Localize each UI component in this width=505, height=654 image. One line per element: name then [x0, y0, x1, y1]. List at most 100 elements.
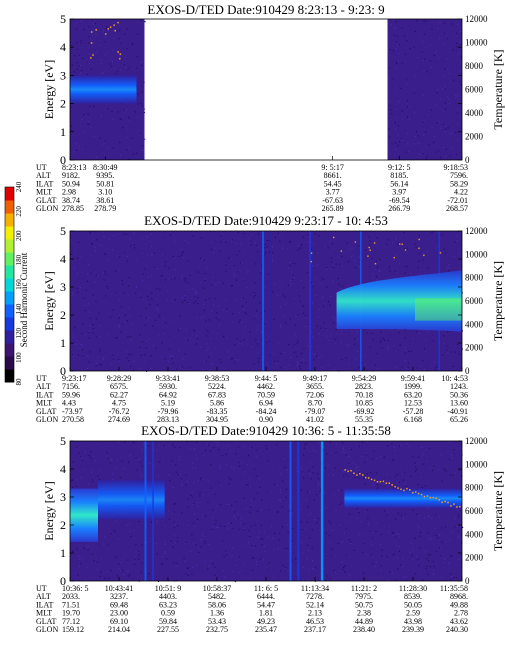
y-tick-label: 4	[60, 462, 66, 476]
y2-tick-label: 6000	[465, 85, 484, 95]
colorbar-swatch	[5, 343, 14, 357]
annotation-value: 38.61	[96, 196, 114, 205]
annotation-value: 50.94	[62, 179, 80, 188]
annotation-value: 4462.	[257, 382, 275, 391]
annotation-value: 9395.	[96, 171, 114, 180]
spectrogram-streak	[320, 441, 324, 581]
annotation-value: 10.85	[355, 399, 373, 408]
y-tick-label: 4	[60, 40, 66, 54]
colorbar-swatch	[5, 278, 14, 292]
annotation-value: 69.48	[110, 600, 128, 609]
annotation-value: 52.14	[306, 600, 324, 609]
annotation-value: 63.23	[159, 600, 177, 609]
annotation-value: 2033.	[62, 592, 80, 601]
panel-3: EXOS-D/TED Date:910429 10:36: 5 - 11:35:…	[36, 423, 505, 634]
annotation-value: 9182.	[62, 171, 80, 180]
colorbar-tick-label: 220	[15, 206, 23, 217]
annotation-value: 2.78	[454, 609, 468, 618]
y2-tick-label: 4000	[465, 529, 484, 539]
annotation-row-name: MLT	[36, 188, 52, 197]
annotation-value: 8968.	[450, 592, 468, 601]
annotation-value: 8539.	[404, 592, 422, 601]
y2-tick-label: 12000	[465, 226, 488, 236]
y2-tick-label: 8000	[465, 483, 484, 493]
annotation-value: 67.83	[208, 390, 226, 399]
y-axis-label: Energy [eV]	[42, 481, 56, 540]
y-tick-label: 3	[60, 68, 66, 82]
y2-axis-label: Temperature [K]	[491, 49, 505, 129]
annotation-value: 5.86	[210, 399, 224, 408]
annotation-value: 4403.	[159, 592, 177, 601]
annotation-value: 11:21: 2	[351, 584, 377, 593]
annotation-value: 304.95	[206, 415, 228, 424]
annotation-value: 11:28:30	[399, 584, 427, 593]
colorbar-swatch	[5, 317, 14, 331]
annotation-value: 4.75	[112, 399, 126, 408]
energy-band	[70, 75, 137, 104]
annotation-value: 69.10	[110, 617, 128, 626]
annotation-row-name: GLAT	[36, 407, 57, 416]
y2-tick-label: 2000	[465, 343, 484, 353]
annotation-value: 43.98	[404, 617, 422, 626]
annotation-value: 54.45	[324, 179, 342, 188]
y-tick-label: 0	[60, 364, 66, 378]
y-tick-label: 0	[60, 574, 66, 588]
annotation-value: 10: 4:53	[442, 374, 468, 383]
annotation-value: 59.96	[62, 390, 80, 399]
annotation-value: 3.77	[326, 188, 340, 197]
annotation-value: 50.75	[355, 600, 373, 609]
annotation-value: 9:49:17	[303, 374, 327, 383]
annotation-value: -40.91	[447, 407, 468, 416]
y2-tick-label: 12000	[465, 14, 488, 24]
annotation-value: 8661.	[324, 171, 342, 180]
annotation-value: 5930.	[159, 382, 177, 391]
annotation-value: 214.04	[108, 625, 130, 634]
annotation-value: 2823.	[355, 382, 373, 391]
annotation-value: 0.90	[259, 415, 273, 424]
annotation-value: 265.89	[322, 204, 344, 213]
colorbar-tick-label: 160	[15, 279, 23, 290]
annotation-value: 9:28:29	[107, 374, 131, 383]
annotation-row-name: GLAT	[36, 196, 57, 205]
annotation-row-name: ALT	[36, 382, 51, 391]
annotation-value: 239.39	[402, 625, 424, 634]
annotation-row-name: ALT	[36, 171, 51, 180]
colorbar-swatch	[5, 252, 14, 266]
y2-axis-label: Temperature [K]	[491, 261, 505, 341]
colorbar-swatch	[5, 226, 14, 240]
annotation-value: 0.59	[161, 609, 175, 618]
energy-band	[344, 488, 462, 509]
y2-tick-label: 0	[465, 576, 470, 586]
colorbar-tick-label: 100	[15, 352, 23, 363]
annotation-value: -72.01	[447, 196, 468, 205]
annotation-value: 2.38	[357, 609, 371, 618]
annotation-row-name: GLON	[36, 625, 58, 634]
colorbar-tick-label: 80	[15, 378, 23, 386]
y2-tick-label: 4000	[465, 108, 484, 118]
annotation-value: 64.92	[159, 390, 177, 399]
annotation-value: 55.35	[355, 415, 373, 424]
annotation-value: 12.53	[404, 399, 422, 408]
annotation-value: 38.74	[62, 196, 80, 205]
annotation-value: -69.54	[389, 196, 410, 205]
panel-frame	[69, 18, 463, 161]
y2-tick-label: 2000	[465, 132, 484, 142]
annotation-value: -73.97	[62, 407, 83, 416]
annotation-value: 19.70	[62, 609, 80, 618]
annotation-value: 235.47	[255, 625, 277, 634]
annotation-value: 2.59	[406, 609, 420, 618]
y-axis-label: Energy [eV]	[42, 60, 56, 119]
colorbar-swatch	[5, 330, 14, 344]
annotation-value: 59.84	[159, 617, 177, 626]
annotation-value: 9:18:53	[444, 163, 468, 172]
annotation-value: 238.40	[353, 625, 375, 634]
colorbar-swatch	[5, 265, 14, 279]
annotation-value: -67.63	[322, 196, 343, 205]
annotation-value: 7156.	[62, 382, 80, 391]
panel-2: EXOS-D/TED Date:910429 9:23:17 - 10: 4:5…	[36, 213, 505, 424]
annotation-value: 5224.	[208, 382, 226, 391]
y2-tick-label: 2000	[465, 553, 484, 563]
annotation-value: 58.29	[450, 179, 468, 188]
annotation-value: 9:23:17	[62, 374, 86, 383]
